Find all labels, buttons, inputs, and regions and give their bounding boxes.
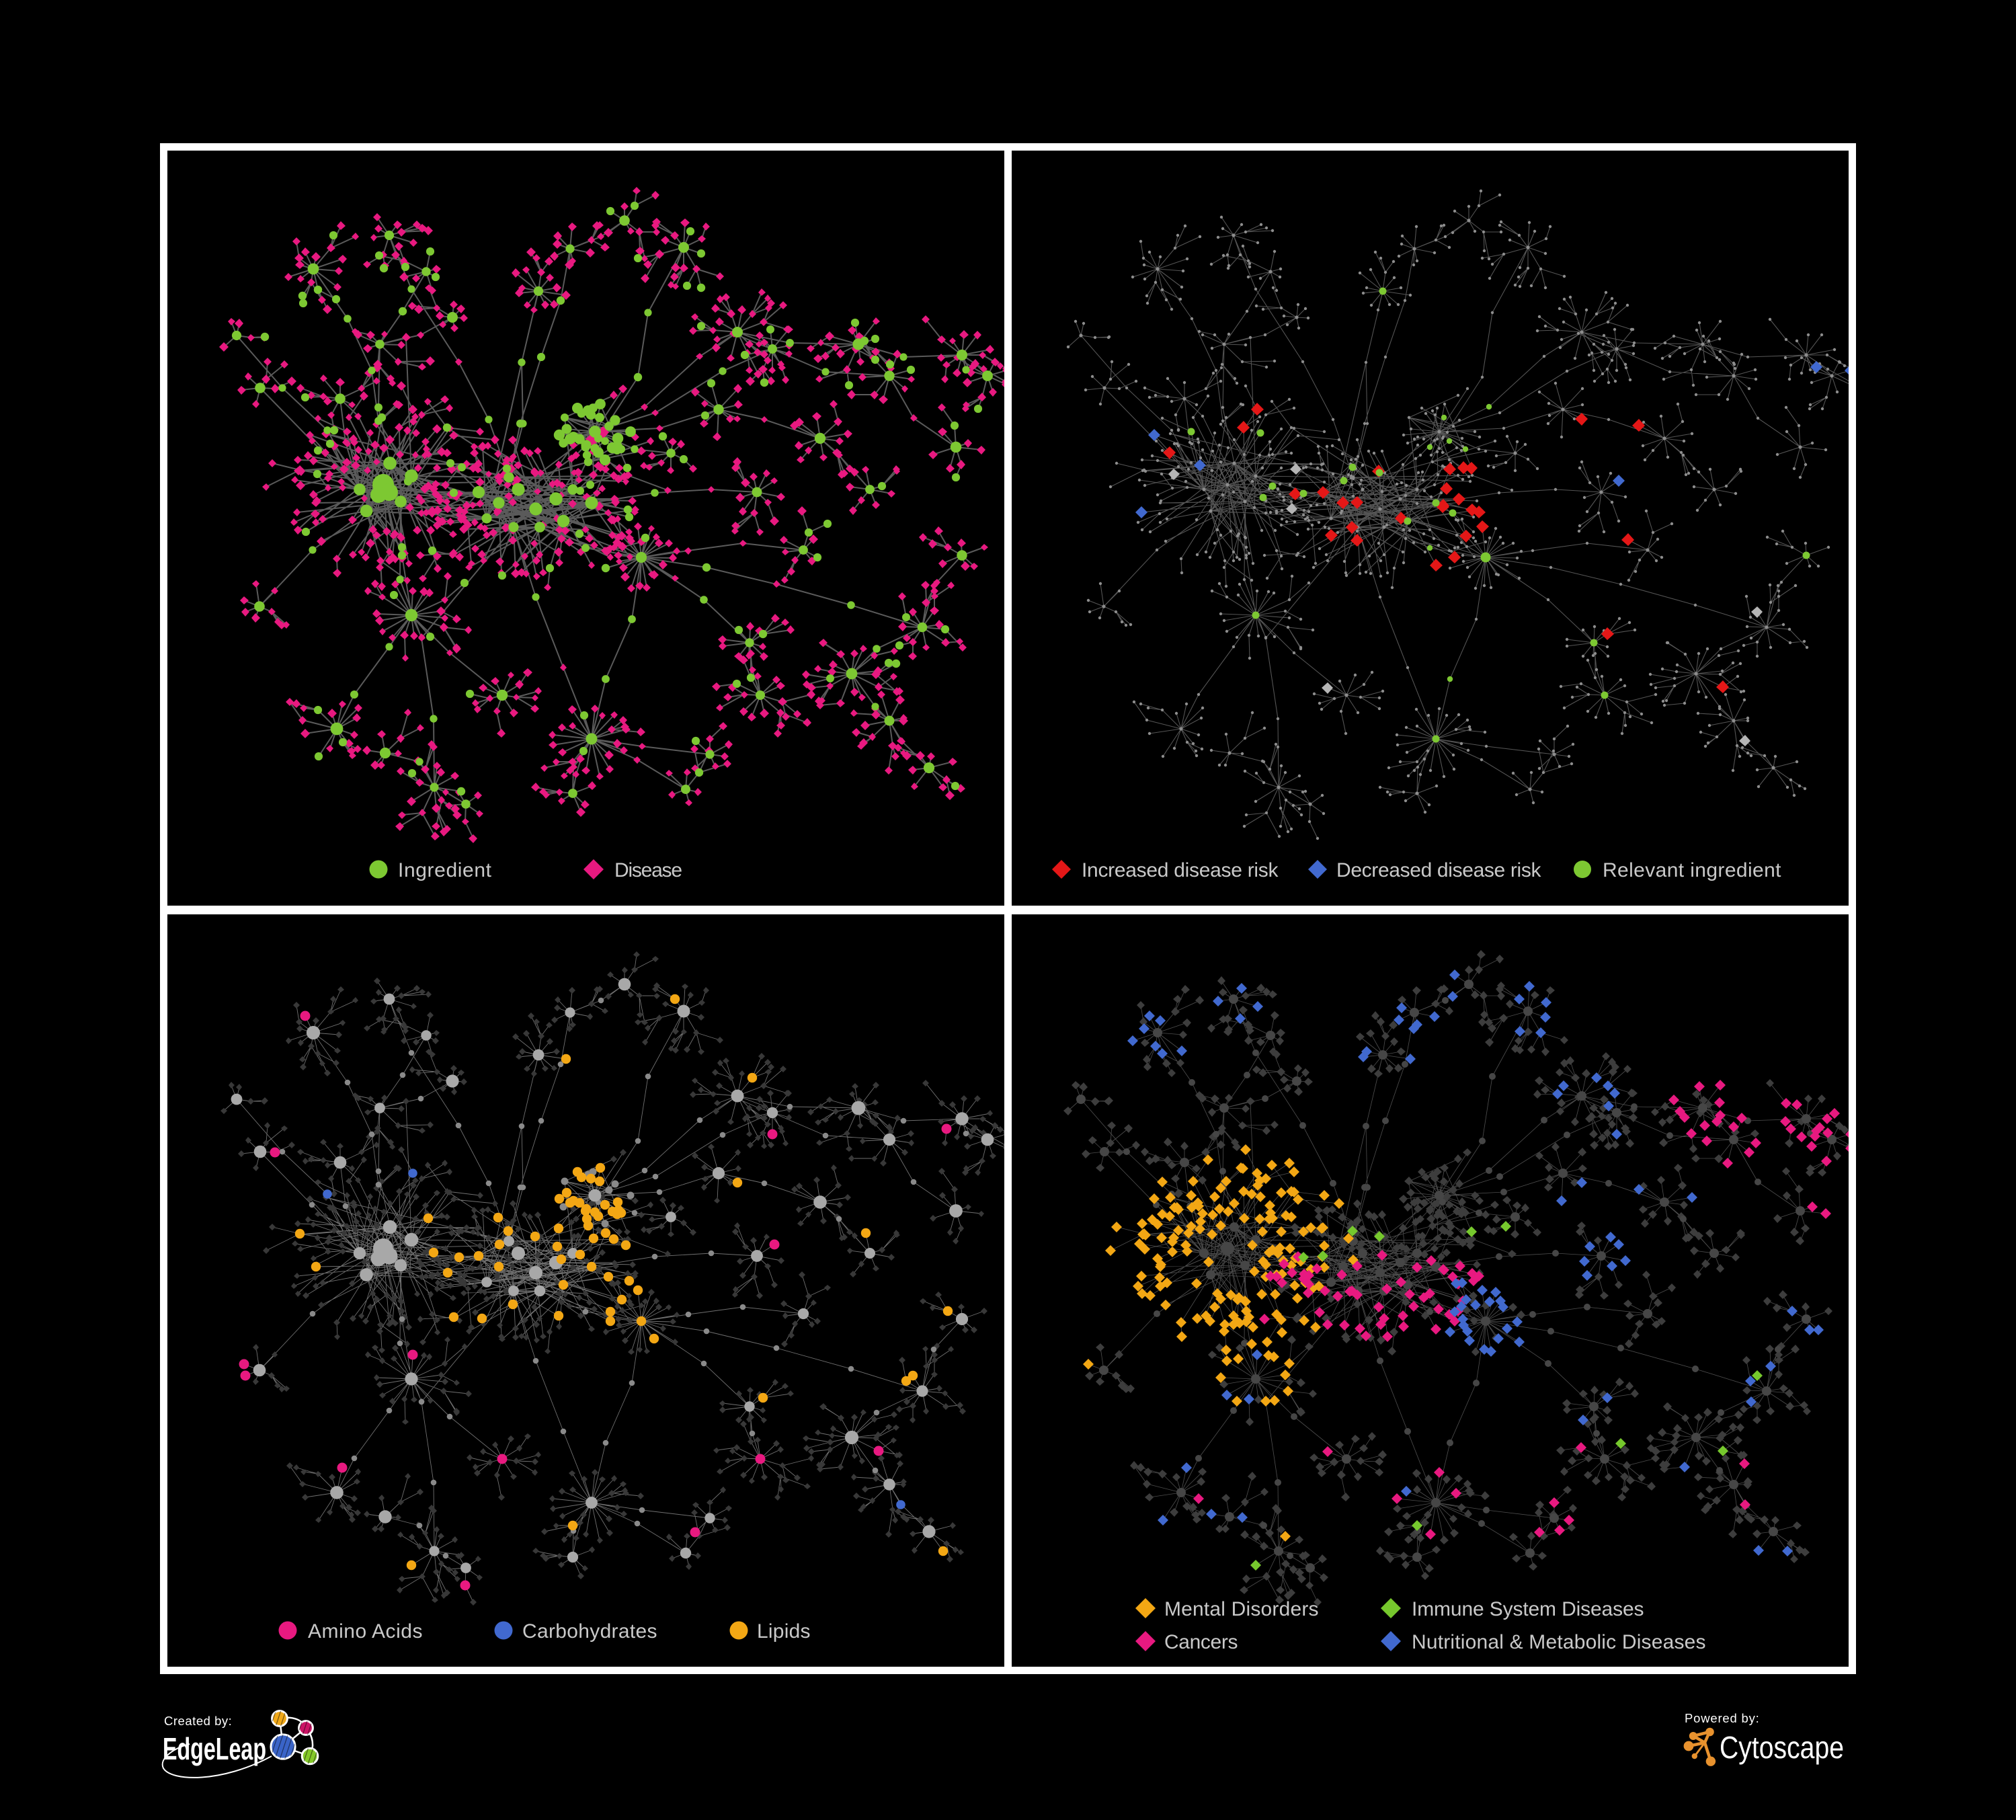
svg-text:Cancers: Cancers xyxy=(1164,1631,1238,1653)
svg-text:Decreased disease risk: Decreased disease risk xyxy=(1336,859,1542,881)
svg-text:Mental Disorders: Mental Disorders xyxy=(1164,1598,1319,1620)
svg-text:Powered by:: Powered by: xyxy=(1685,1711,1760,1725)
svg-text:Created by:: Created by: xyxy=(164,1714,233,1728)
svg-text:Relevant ingredient: Relevant ingredient xyxy=(1603,859,1781,881)
svg-text:Cytoscape: Cytoscape xyxy=(1720,1730,1844,1765)
svg-text:Immune System Diseases: Immune System Diseases xyxy=(1412,1598,1644,1620)
svg-text:Disease: Disease xyxy=(614,859,683,881)
svg-text:Lipids: Lipids xyxy=(757,1620,811,1643)
svg-text:Nutritional & Metabolic Diseas: Nutritional & Metabolic Diseases xyxy=(1412,1631,1706,1653)
svg-text:EdgeLeap: EdgeLeap xyxy=(163,1731,266,1766)
svg-text:Ingredient: Ingredient xyxy=(398,859,492,881)
svg-text:Increased disease risk: Increased disease risk xyxy=(1082,859,1279,881)
svg-text:Carbohydrates: Carbohydrates xyxy=(522,1620,657,1643)
svg-text:Amino Acids: Amino Acids xyxy=(308,1620,423,1643)
